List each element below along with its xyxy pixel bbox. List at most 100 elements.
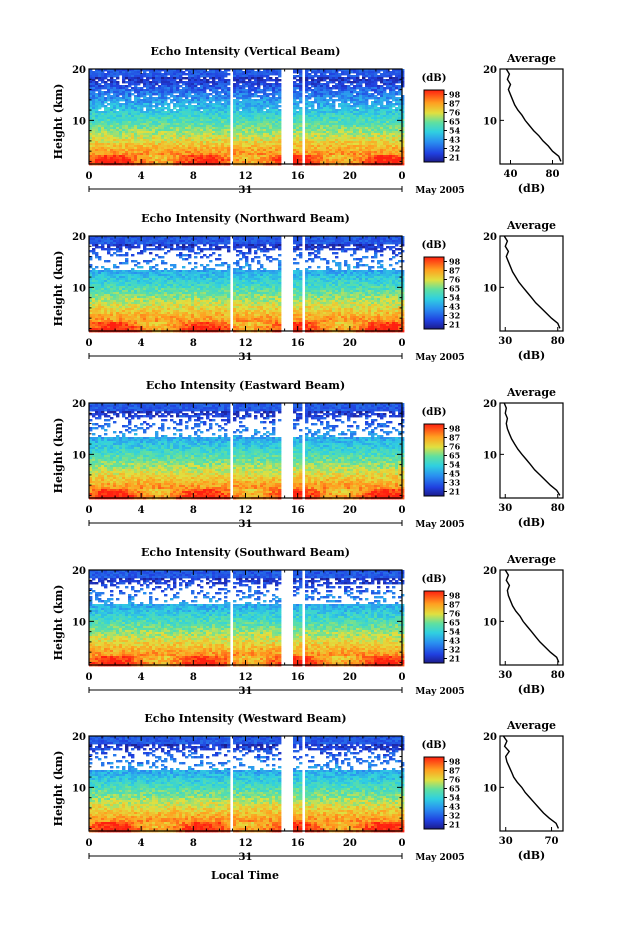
heatmap-cell bbox=[239, 89, 243, 92]
heatmap-cell bbox=[104, 81, 108, 84]
heatmap-cell bbox=[116, 77, 120, 80]
heatmap-cell bbox=[101, 75, 105, 78]
heatmap-cell bbox=[233, 79, 237, 82]
colorbar bbox=[423, 89, 445, 163]
heatmap-cell bbox=[173, 81, 177, 84]
heatmap-cell bbox=[137, 149, 141, 152]
heatmap-cell bbox=[236, 97, 240, 100]
heatmap-cell bbox=[260, 157, 264, 160]
heatmap-cell bbox=[191, 121, 195, 124]
heatmap-cell bbox=[269, 147, 273, 150]
heatmap-cell bbox=[152, 115, 156, 118]
heatmap-cell bbox=[296, 121, 300, 124]
heatmap-cell bbox=[383, 119, 387, 122]
heatmap-cell bbox=[242, 71, 246, 74]
heatmap-cell bbox=[125, 121, 129, 124]
heatmap-cell bbox=[377, 121, 381, 124]
heatmap-cell bbox=[383, 97, 387, 100]
heatmap-cell bbox=[179, 125, 183, 128]
heatmap-cell bbox=[125, 95, 129, 98]
heatmap-cell bbox=[200, 95, 204, 98]
heatmap-cell bbox=[152, 85, 156, 88]
heatmap-cell bbox=[386, 105, 390, 108]
heatmap-cell bbox=[368, 153, 372, 156]
heatmap-cell bbox=[269, 73, 273, 76]
heatmap-cell bbox=[143, 111, 147, 114]
heatmap-cell bbox=[374, 103, 378, 106]
heatmap-cell bbox=[104, 135, 108, 138]
heatmap-cell bbox=[356, 93, 360, 96]
heatmap-cell bbox=[107, 326, 111, 329]
heatmap-cell bbox=[107, 83, 111, 86]
heatmap-cell bbox=[398, 97, 402, 100]
heatmap-cell bbox=[224, 93, 228, 96]
heatmap-cell bbox=[140, 105, 144, 108]
heatmap-cell bbox=[263, 147, 267, 150]
heatmap-cell bbox=[209, 161, 213, 164]
heatmap-cell bbox=[308, 93, 312, 96]
heatmap-cell bbox=[140, 113, 144, 116]
heatmap-cell bbox=[329, 127, 333, 130]
heatmap-cell bbox=[224, 139, 228, 142]
heatmap-cell bbox=[179, 137, 183, 140]
heatmap-cell bbox=[278, 95, 282, 98]
heatmap-cell bbox=[347, 97, 351, 100]
heatmap-cell bbox=[356, 133, 360, 136]
heatmap-cell bbox=[158, 153, 162, 156]
heatmap-cell bbox=[92, 95, 96, 98]
heatmap-cell bbox=[122, 103, 126, 106]
heatmap-cell bbox=[263, 119, 267, 122]
heatmap-cell bbox=[200, 143, 204, 146]
heatmap-cell bbox=[260, 99, 264, 102]
heatmap-cell bbox=[113, 274, 117, 277]
heatmap-cell bbox=[104, 159, 108, 162]
heatmap-cell bbox=[155, 149, 159, 152]
heatmap-cell bbox=[173, 155, 177, 158]
heatmap-cell bbox=[107, 320, 111, 323]
heatmap-cell bbox=[266, 139, 270, 142]
heatmap-cell bbox=[311, 131, 315, 134]
heatmap-cell bbox=[122, 153, 126, 156]
heatmap-cell bbox=[215, 69, 219, 72]
heatmap-cell bbox=[122, 157, 126, 160]
heatmap-cell bbox=[194, 151, 198, 154]
heatmap-cell bbox=[212, 141, 216, 144]
heatmap-cell bbox=[359, 79, 363, 82]
heatmap-cell bbox=[164, 157, 168, 160]
heatmap-cell bbox=[260, 77, 264, 80]
heatmap-cell bbox=[152, 69, 156, 72]
heatmap-cell bbox=[248, 159, 252, 162]
heatmap-cell bbox=[236, 151, 240, 154]
heatmap-cell bbox=[161, 73, 165, 76]
heatmap-cell bbox=[137, 137, 141, 140]
heatmap-cell bbox=[128, 115, 132, 118]
heatmap-cell bbox=[107, 310, 111, 313]
heatmap-cell bbox=[299, 79, 303, 82]
heatmap-cell bbox=[119, 157, 123, 160]
heatmap-cell bbox=[371, 127, 375, 130]
heatmap-cell bbox=[215, 159, 219, 162]
heatmap-cell bbox=[344, 97, 348, 100]
heatmap-cell bbox=[350, 155, 354, 158]
heatmap-cell bbox=[107, 89, 111, 92]
heatmap-cell bbox=[323, 141, 327, 144]
heatmap-cell bbox=[113, 87, 117, 90]
heatmap-cell bbox=[374, 159, 378, 162]
heatmap-cell bbox=[89, 87, 93, 90]
heatmap-cell bbox=[98, 316, 102, 319]
heatmap-cell bbox=[134, 151, 138, 154]
heatmap-cell bbox=[353, 147, 357, 150]
heatmap-cell bbox=[380, 91, 384, 94]
heatmap-cell bbox=[146, 69, 150, 72]
heatmap-cell bbox=[311, 159, 315, 162]
heatmap-cell bbox=[314, 93, 318, 96]
heatmap-cell bbox=[311, 141, 315, 144]
heatmap-cell bbox=[395, 79, 399, 82]
heatmap-cell bbox=[89, 77, 93, 80]
heatmap-cell bbox=[218, 127, 222, 130]
heatmap-cell bbox=[173, 133, 177, 136]
heatmap-cell bbox=[359, 129, 363, 132]
heatmap-cell bbox=[362, 141, 366, 144]
heatmap-cell bbox=[110, 155, 114, 158]
heatmap-cell bbox=[254, 125, 258, 128]
